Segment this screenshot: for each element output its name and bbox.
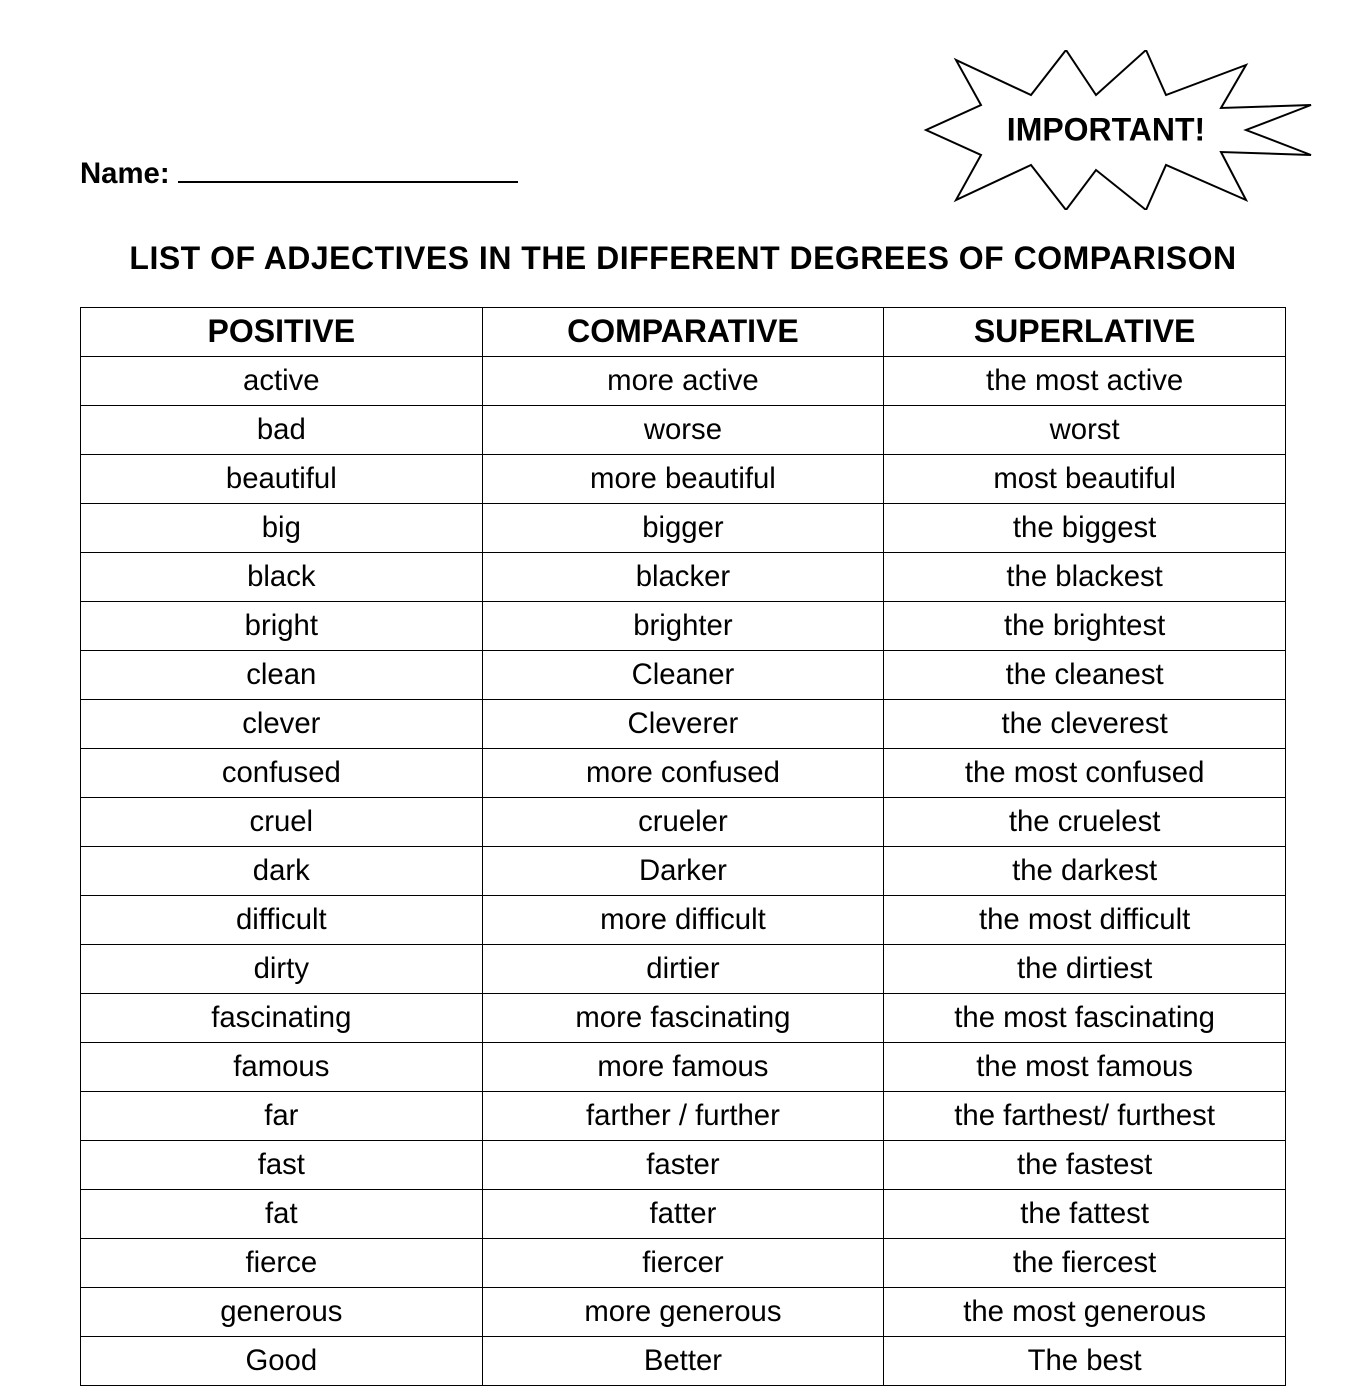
table-cell: the biggest — [884, 504, 1286, 553]
col-header-superlative: SUPERLATIVE — [884, 308, 1286, 357]
table-row: cruelcruelerthe cruelest — [81, 798, 1286, 847]
table-cell: the most famous — [884, 1043, 1286, 1092]
table-row: cleanCleanerthe cleanest — [81, 651, 1286, 700]
table-cell: the cruelest — [884, 798, 1286, 847]
table-cell: worse — [482, 406, 884, 455]
name-field: Name: — [80, 149, 518, 191]
table-row: farfarther / furtherthe farthest/ furthe… — [81, 1092, 1286, 1141]
table-row: activemore activethe most active — [81, 357, 1286, 406]
table-cell: dirtier — [482, 945, 884, 994]
table-cell: the most difficult — [884, 896, 1286, 945]
header-row: Name: IMPORTANT! — [80, 60, 1286, 210]
table-row: brightbrighterthe brightest — [81, 602, 1286, 651]
table-cell: bad — [81, 406, 483, 455]
table-cell: the fastest — [884, 1141, 1286, 1190]
table-cell: blacker — [482, 553, 884, 602]
table-cell: the darkest — [884, 847, 1286, 896]
table-row: generousmore generousthe most generous — [81, 1288, 1286, 1337]
worksheet-page: Name: IMPORTANT! LIST OF ADJECTIVES IN T… — [0, 0, 1366, 1386]
table-cell: dark — [81, 847, 483, 896]
table-cell: difficult — [81, 896, 483, 945]
table-cell: brighter — [482, 602, 884, 651]
table-row: difficultmore difficultthe most difficul… — [81, 896, 1286, 945]
table-cell: the cleanest — [884, 651, 1286, 700]
table-cell: fast — [81, 1141, 483, 1190]
table-cell: clever — [81, 700, 483, 749]
table-cell: generous — [81, 1288, 483, 1337]
table-head: POSITIVE COMPARATIVE SUPERLATIVE — [81, 308, 1286, 357]
table-cell: Cleverer — [482, 700, 884, 749]
table-cell: farther / further — [482, 1092, 884, 1141]
table-cell: the most active — [884, 357, 1286, 406]
table-cell: Good — [81, 1337, 483, 1386]
table-cell: the blackest — [884, 553, 1286, 602]
table-cell: more active — [482, 357, 884, 406]
table-cell: more beautiful — [482, 455, 884, 504]
table-cell: the brightest — [884, 602, 1286, 651]
table-row: beautifulmore beautifulmost beautiful — [81, 455, 1286, 504]
table-cell: more confused — [482, 749, 884, 798]
table-cell: famous — [81, 1043, 483, 1092]
table-cell: bigger — [482, 504, 884, 553]
table-cell: beautiful — [81, 455, 483, 504]
table-cell: far — [81, 1092, 483, 1141]
table-cell: black — [81, 553, 483, 602]
table-cell: The best — [884, 1337, 1286, 1386]
table-cell: the most generous — [884, 1288, 1286, 1337]
table-row: fastfasterthe fastest — [81, 1141, 1286, 1190]
table-row: blackblackerthe blackest — [81, 553, 1286, 602]
table-cell: the cleverest — [884, 700, 1286, 749]
table-cell: faster — [482, 1141, 884, 1190]
table-cell: the farthest/ furthest — [884, 1092, 1286, 1141]
name-underline[interactable] — [178, 149, 518, 183]
table-cell: fatter — [482, 1190, 884, 1239]
table-cell: fierce — [81, 1239, 483, 1288]
table-row: bigbiggerthe biggest — [81, 504, 1286, 553]
table-row: dirtydirtierthe dirtiest — [81, 945, 1286, 994]
table-cell: more famous — [482, 1043, 884, 1092]
col-header-comparative: COMPARATIVE — [482, 308, 884, 357]
table-row: fiercefiercerthe fiercest — [81, 1239, 1286, 1288]
table-cell: cruel — [81, 798, 483, 847]
table-header-row: POSITIVE COMPARATIVE SUPERLATIVE — [81, 308, 1286, 357]
table-cell: Darker — [482, 847, 884, 896]
table-cell: the fiercest — [884, 1239, 1286, 1288]
table-cell: dirty — [81, 945, 483, 994]
table-cell: the most confused — [884, 749, 1286, 798]
table-cell: clean — [81, 651, 483, 700]
table-cell: most beautiful — [884, 455, 1286, 504]
table-row: fascinatingmore fascinatingthe most fasc… — [81, 994, 1286, 1043]
col-header-positive: POSITIVE — [81, 308, 483, 357]
table-cell: the fattest — [884, 1190, 1286, 1239]
table-cell: worst — [884, 406, 1286, 455]
table-cell: crueler — [482, 798, 884, 847]
table-cell: confused — [81, 749, 483, 798]
table-row: famousmore famousthe most famous — [81, 1043, 1286, 1092]
table-cell: more generous — [482, 1288, 884, 1337]
table-cell: active — [81, 357, 483, 406]
table-cell: more fascinating — [482, 994, 884, 1043]
table-row: GoodBetterThe best — [81, 1337, 1286, 1386]
table-cell: big — [81, 504, 483, 553]
table-cell: Better — [482, 1337, 884, 1386]
table-row: badworseworst — [81, 406, 1286, 455]
table-cell: Cleaner — [482, 651, 884, 700]
name-label: Name: — [80, 157, 170, 191]
table-row: cleverClevererthe cleverest — [81, 700, 1286, 749]
starburst-callout: IMPORTANT! — [896, 50, 1316, 210]
table-cell: the most fascinating — [884, 994, 1286, 1043]
table-row: fatfatterthe fattest — [81, 1190, 1286, 1239]
table-cell: fascinating — [81, 994, 483, 1043]
table-cell: fiercer — [482, 1239, 884, 1288]
table-cell: the dirtiest — [884, 945, 1286, 994]
table-cell: more difficult — [482, 896, 884, 945]
table-cell: bright — [81, 602, 483, 651]
table-row: darkDarkerthe darkest — [81, 847, 1286, 896]
adjectives-table: POSITIVE COMPARATIVE SUPERLATIVE activem… — [80, 307, 1286, 1386]
table-cell: fat — [81, 1190, 483, 1239]
starburst-text: IMPORTANT! — [1007, 112, 1205, 149]
table-row: confusedmore confusedthe most confused — [81, 749, 1286, 798]
page-title: LIST OF ADJECTIVES IN THE DIFFERENT DEGR… — [80, 240, 1286, 277]
table-body: activemore activethe most activebadworse… — [81, 357, 1286, 1386]
